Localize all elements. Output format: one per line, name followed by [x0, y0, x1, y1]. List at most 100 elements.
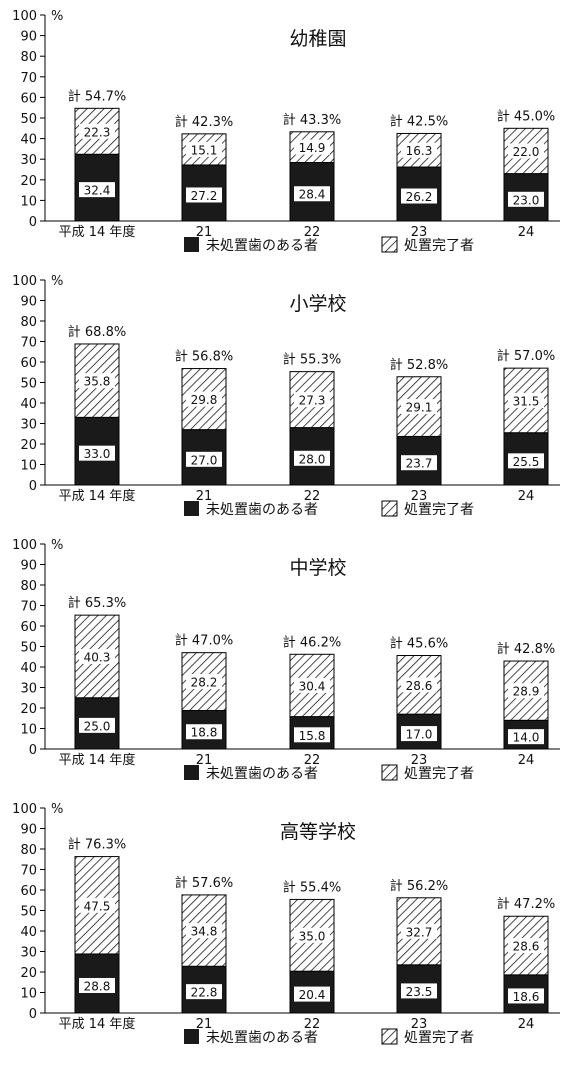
data-label-untreated: 25.5 [513, 455, 540, 469]
data-label-box [294, 986, 330, 1002]
y-tick-label: 70 [20, 864, 37, 879]
total-label: 計 52.8% [390, 357, 448, 373]
total-label: 計 65.3% [68, 595, 126, 611]
data-label-box [186, 141, 222, 157]
y-tick-label: 100 [12, 802, 37, 817]
y-tick-label: 100 [12, 274, 37, 289]
y-tick-label: 60 [20, 356, 37, 371]
data-label-box [508, 729, 544, 745]
y-tick-label: 50 [20, 905, 37, 920]
x-tick-label: 21 [196, 489, 213, 504]
total-label: 計 45.6% [390, 636, 448, 652]
chart-panel-3: 0 10 20 30 40 50 60 70 80 90 100 % 高等学校 28.8 47.5 計 76.… [12, 802, 560, 1046]
data-label-treated: 22.3 [84, 125, 111, 139]
chart-panel-0: 0 10 20 30 40 50 60 70 80 90 100 % 幼稚園 32.4 22.3 計 54.7… [12, 9, 560, 254]
total-label: 計 55.3% [283, 352, 341, 368]
data-label-untreated: 25.0 [84, 719, 111, 733]
data-label-untreated: 15.8 [299, 729, 326, 743]
x-tick-label: 平成 14 年度 [59, 752, 136, 768]
y-tick-label: 40 [20, 397, 37, 412]
y-tick-label: 100 [12, 538, 37, 553]
data-label-treated: 32.7 [406, 925, 433, 939]
data-label-treated: 35.0 [299, 929, 326, 943]
x-tick-label: 22 [304, 1017, 321, 1032]
data-label-untreated: 23.7 [406, 457, 433, 471]
x-tick-label: 平成 14 年度 [59, 224, 136, 240]
total-label: 計 57.6% [175, 875, 233, 891]
legend-label-treated: 処置完了者 [404, 1030, 474, 1046]
data-label-untreated: 23.0 [513, 193, 540, 207]
chart-title: 幼稚園 [289, 28, 346, 50]
data-label-treated: 34.8 [191, 925, 218, 939]
data-label-box [401, 677, 437, 693]
data-label-box [401, 726, 437, 742]
legend-label-untreated: 未処置歯のある者 [206, 502, 318, 518]
x-tick-label: 24 [518, 1017, 535, 1032]
data-label-box [401, 188, 437, 204]
y-tick-label: 0 [29, 479, 37, 494]
legend-swatch-treated [381, 764, 398, 781]
data-label-box [401, 142, 437, 158]
y-tick-label: 0 [29, 743, 37, 758]
total-label: 計 42.3% [175, 114, 233, 130]
data-label-untreated: 23.5 [406, 985, 433, 999]
y-unit-label: % [51, 274, 63, 289]
data-label-box [79, 123, 115, 139]
data-label-treated: 40.3 [84, 650, 111, 664]
chart-panel-1: 0 10 20 30 40 50 60 70 80 90 100 % 小学校 33.0 35.8 計 68.8… [12, 274, 560, 518]
y-tick-label: 30 [20, 946, 37, 961]
y-tick-label: 20 [20, 966, 37, 981]
y-tick-label: 10 [20, 459, 37, 474]
data-label-box [79, 182, 115, 198]
data-label-box [79, 648, 115, 664]
data-label-treated: 27.3 [299, 394, 326, 408]
legend-swatch-treated [381, 500, 398, 517]
data-label-box [294, 927, 330, 943]
x-tick-label: 21 [196, 753, 213, 768]
y-tick-label: 50 [20, 112, 37, 127]
y-tick-label: 50 [20, 377, 37, 392]
data-label-untreated: 28.0 [299, 452, 326, 466]
data-label-treated: 14.9 [299, 141, 326, 155]
y-tick-label: 30 [20, 682, 37, 697]
y-tick-label: 0 [29, 215, 37, 230]
data-label-box [186, 674, 222, 690]
y-tick-label: 80 [20, 843, 37, 858]
y-tick-label: 80 [20, 50, 37, 65]
data-label-box [79, 897, 115, 913]
y-tick-label: 20 [20, 438, 37, 453]
data-label-box [79, 445, 115, 461]
data-label-untreated: 27.2 [191, 189, 218, 203]
legend-label-treated: 処置完了者 [404, 502, 474, 518]
chart-panel-2: 0 10 20 30 40 50 60 70 80 90 100 % 中学校 25.0 40.3 計 65.3… [12, 538, 560, 782]
data-label-untreated: 18.6 [513, 990, 540, 1004]
data-label-box [294, 392, 330, 408]
data-label-box [508, 453, 544, 469]
y-tick-label: 10 [20, 723, 37, 738]
data-label-box [508, 191, 544, 207]
data-label-treated: 29.1 [406, 401, 433, 415]
total-label: 計 47.0% [175, 633, 233, 649]
data-label-treated: 28.6 [406, 679, 433, 693]
data-label-treated: 22.0 [513, 145, 540, 159]
y-tick-label: 90 [20, 823, 37, 838]
chart-title: 高等学校 [280, 821, 356, 843]
data-label-untreated: 26.2 [406, 190, 433, 204]
data-label-box [294, 677, 330, 693]
data-label-treated: 31.5 [513, 394, 540, 408]
legend-swatch-treated [381, 236, 398, 253]
data-label-box [186, 984, 222, 1000]
data-label-treated: 15.1 [191, 143, 218, 157]
data-label-untreated: 22.8 [191, 986, 218, 1000]
data-label-untreated: 18.8 [191, 726, 218, 740]
legend-label-untreated: 未処置歯のある者 [206, 1030, 318, 1046]
data-label-untreated: 28.8 [84, 979, 111, 993]
y-tick-label: 90 [20, 30, 37, 45]
data-label-untreated: 32.4 [84, 184, 111, 198]
x-tick-label: 23 [411, 753, 428, 768]
data-label-untreated: 28.4 [299, 188, 326, 202]
y-tick-label: 40 [20, 133, 37, 148]
total-label: 計 43.3% [283, 112, 341, 128]
data-label-box [508, 683, 544, 699]
